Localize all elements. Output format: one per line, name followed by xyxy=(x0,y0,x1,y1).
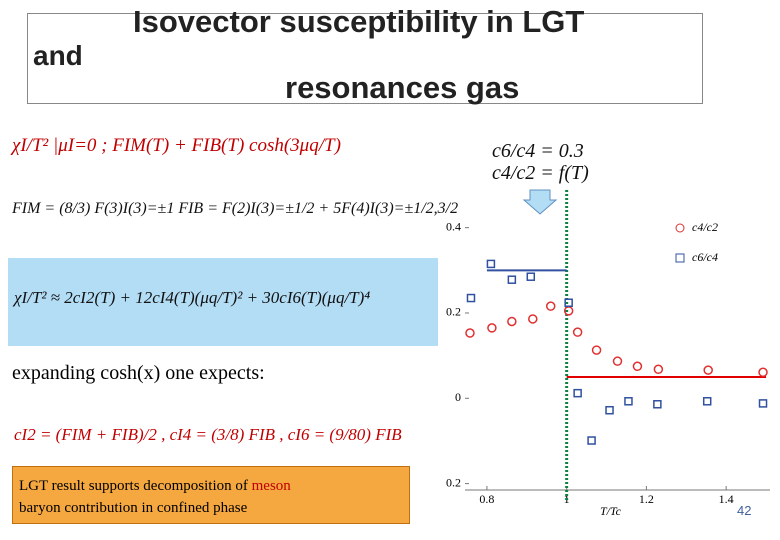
point xyxy=(487,323,497,333)
equation: χI/T² |μI=0 ; FIM(T) + FIB(T) cosh(3μq/T… xyxy=(12,135,341,156)
note-text: LGT result supports decomposition of xyxy=(19,478,248,494)
point xyxy=(545,301,556,311)
point xyxy=(528,314,538,324)
point xyxy=(486,259,496,269)
point xyxy=(703,365,713,375)
legend-label: c6/c4 xyxy=(692,250,718,264)
point xyxy=(507,275,517,284)
point xyxy=(564,298,573,307)
point xyxy=(591,345,602,355)
x-tick-label: 1.4 xyxy=(719,492,734,506)
point xyxy=(507,316,517,327)
equation: χI/T² ≈ 2cI2(T) + 12cI4(T)(μq/T)² + 30cI… xyxy=(14,288,371,307)
y-tick-label: 0.4 xyxy=(446,219,461,233)
legend-marker xyxy=(675,223,685,233)
point xyxy=(612,356,623,366)
x-tick-label: 0.8 xyxy=(479,492,494,506)
point xyxy=(624,397,633,406)
title: Isovector susceptibility in LGT xyxy=(133,4,585,39)
point xyxy=(758,399,768,408)
equation: cI2 = (FIM + FIB)/2 , cI4 = (3/8) FIB , … xyxy=(14,425,402,444)
y-tick-label: 0.2 xyxy=(446,305,461,319)
point xyxy=(653,364,664,375)
note-text: meson xyxy=(251,478,291,494)
formula-box xyxy=(8,258,438,346)
legend-label: c4/c2 xyxy=(692,220,718,234)
y-tick-label: 0.2 xyxy=(446,475,461,489)
ratio: c6/c4 = 0.3 xyxy=(492,140,584,162)
page-number: 42 xyxy=(737,503,752,518)
point xyxy=(758,367,768,378)
point xyxy=(465,328,475,338)
ratio: c4/c2 = f(T) xyxy=(492,162,589,184)
note-text: baryon contribution in confined phase xyxy=(19,500,248,516)
point xyxy=(572,327,583,337)
expanding-text: expanding cosh(x) one expects: xyxy=(12,362,265,384)
point xyxy=(466,293,476,303)
point xyxy=(605,405,614,415)
point xyxy=(526,272,536,281)
and-text: and xyxy=(33,40,83,71)
point xyxy=(632,361,643,372)
note-box: LGT result supports decomposition of mes… xyxy=(12,466,410,524)
point xyxy=(653,400,662,409)
equation: FIM = (8/3) F(3)I(3)=±1 FIB = F(2)I(3)=±… xyxy=(12,200,459,217)
point xyxy=(702,397,712,406)
x-tick-label: 1.2 xyxy=(639,492,654,506)
point xyxy=(587,436,596,445)
title-box xyxy=(27,13,703,104)
subtitle: resonances gas xyxy=(285,70,520,105)
y-tick-label: 0 xyxy=(455,390,461,404)
legend-marker xyxy=(675,253,685,263)
arrow xyxy=(522,189,558,215)
x-axis-label: T/Tc xyxy=(600,504,622,518)
point xyxy=(573,388,582,398)
